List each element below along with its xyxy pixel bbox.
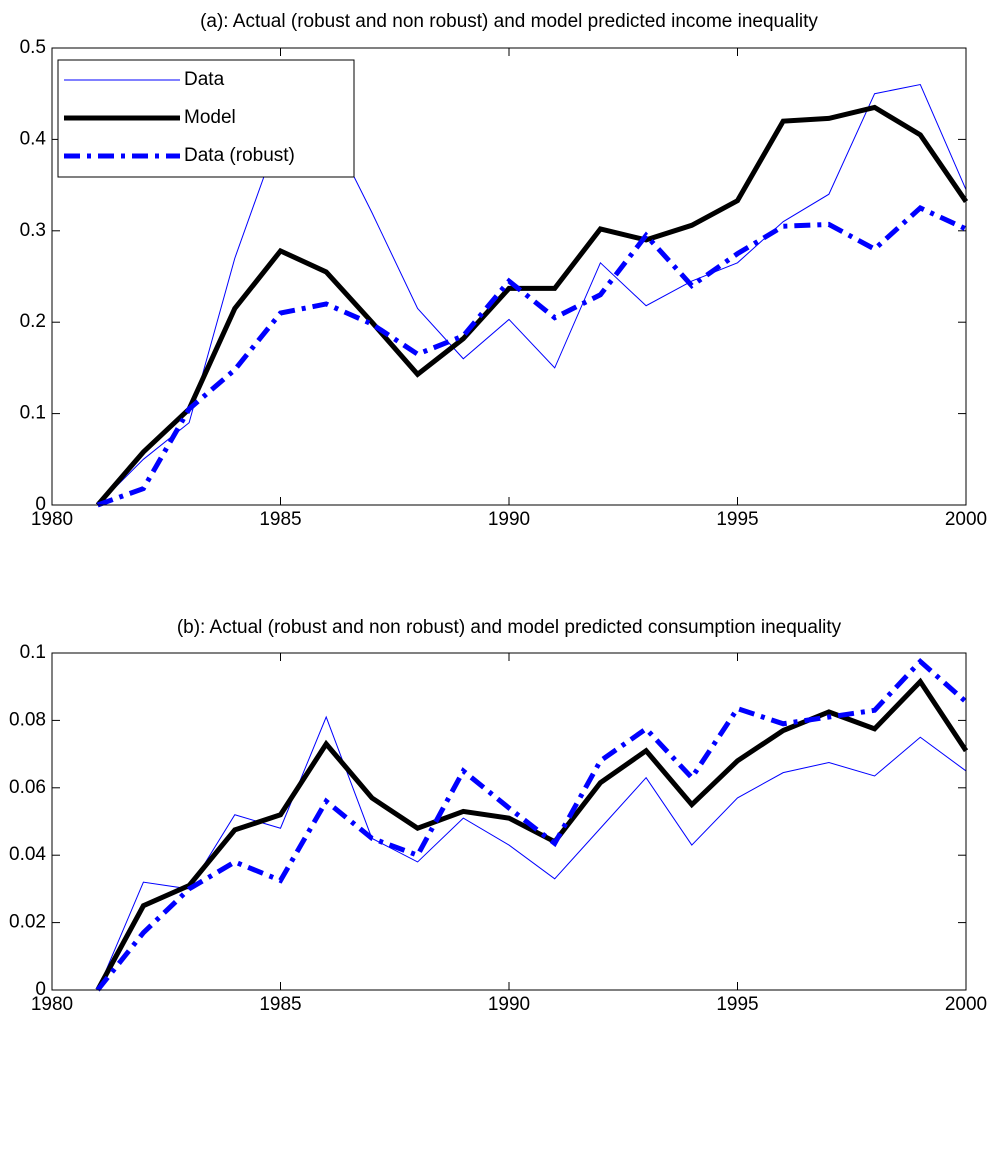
plot-frame: [51, 47, 967, 506]
y-tick-label: 0.2: [20, 311, 46, 332]
y-tick-label: 0: [35, 494, 46, 515]
x-tick-label: 1995: [716, 994, 758, 1015]
plot-frame: [51, 652, 967, 991]
chart-title: (b): Actual (robust and non robust) and …: [177, 617, 842, 638]
x-tick-label: 1995: [716, 509, 758, 530]
y-tick-label: 0.04: [9, 844, 46, 865]
series-line: [95, 104, 969, 507]
x-tick-label: 1985: [259, 509, 301, 530]
legend-label: Data: [184, 69, 225, 90]
y-tick-label: 0.1: [20, 642, 46, 663]
x-tick-label: 1985: [259, 994, 301, 1015]
legend-label: Model: [184, 107, 236, 128]
y-tick-label: 0: [35, 979, 46, 1000]
x-tick-label: 1980: [31, 994, 73, 1015]
series-line: [96, 204, 968, 508]
x-tick-label: 1990: [488, 509, 530, 530]
x-tick-label: 1980: [31, 509, 73, 530]
x-tick-label: 2000: [945, 509, 987, 530]
chart-title: (a): Actual (robust and non robust) and …: [200, 11, 818, 32]
plot-area: [52, 653, 966, 990]
y-tick-label: 0.5: [20, 37, 46, 58]
legend-label: Data (robust): [184, 145, 295, 166]
y-tick-label: 0.02: [9, 912, 46, 933]
x-tick-label: 2000: [945, 994, 987, 1015]
y-tick-label: 0.08: [9, 709, 46, 730]
y-tick-label: 0.06: [9, 777, 46, 798]
series-line: [95, 657, 968, 992]
y-tick-label: 0.4: [20, 128, 47, 149]
x-tick-label: 1990: [488, 994, 530, 1015]
y-tick-label: 0.3: [20, 220, 46, 241]
series-line: [95, 677, 969, 992]
y-tick-label: 0.1: [20, 403, 46, 424]
series-line: [97, 715, 967, 991]
series-line: [97, 83, 967, 506]
